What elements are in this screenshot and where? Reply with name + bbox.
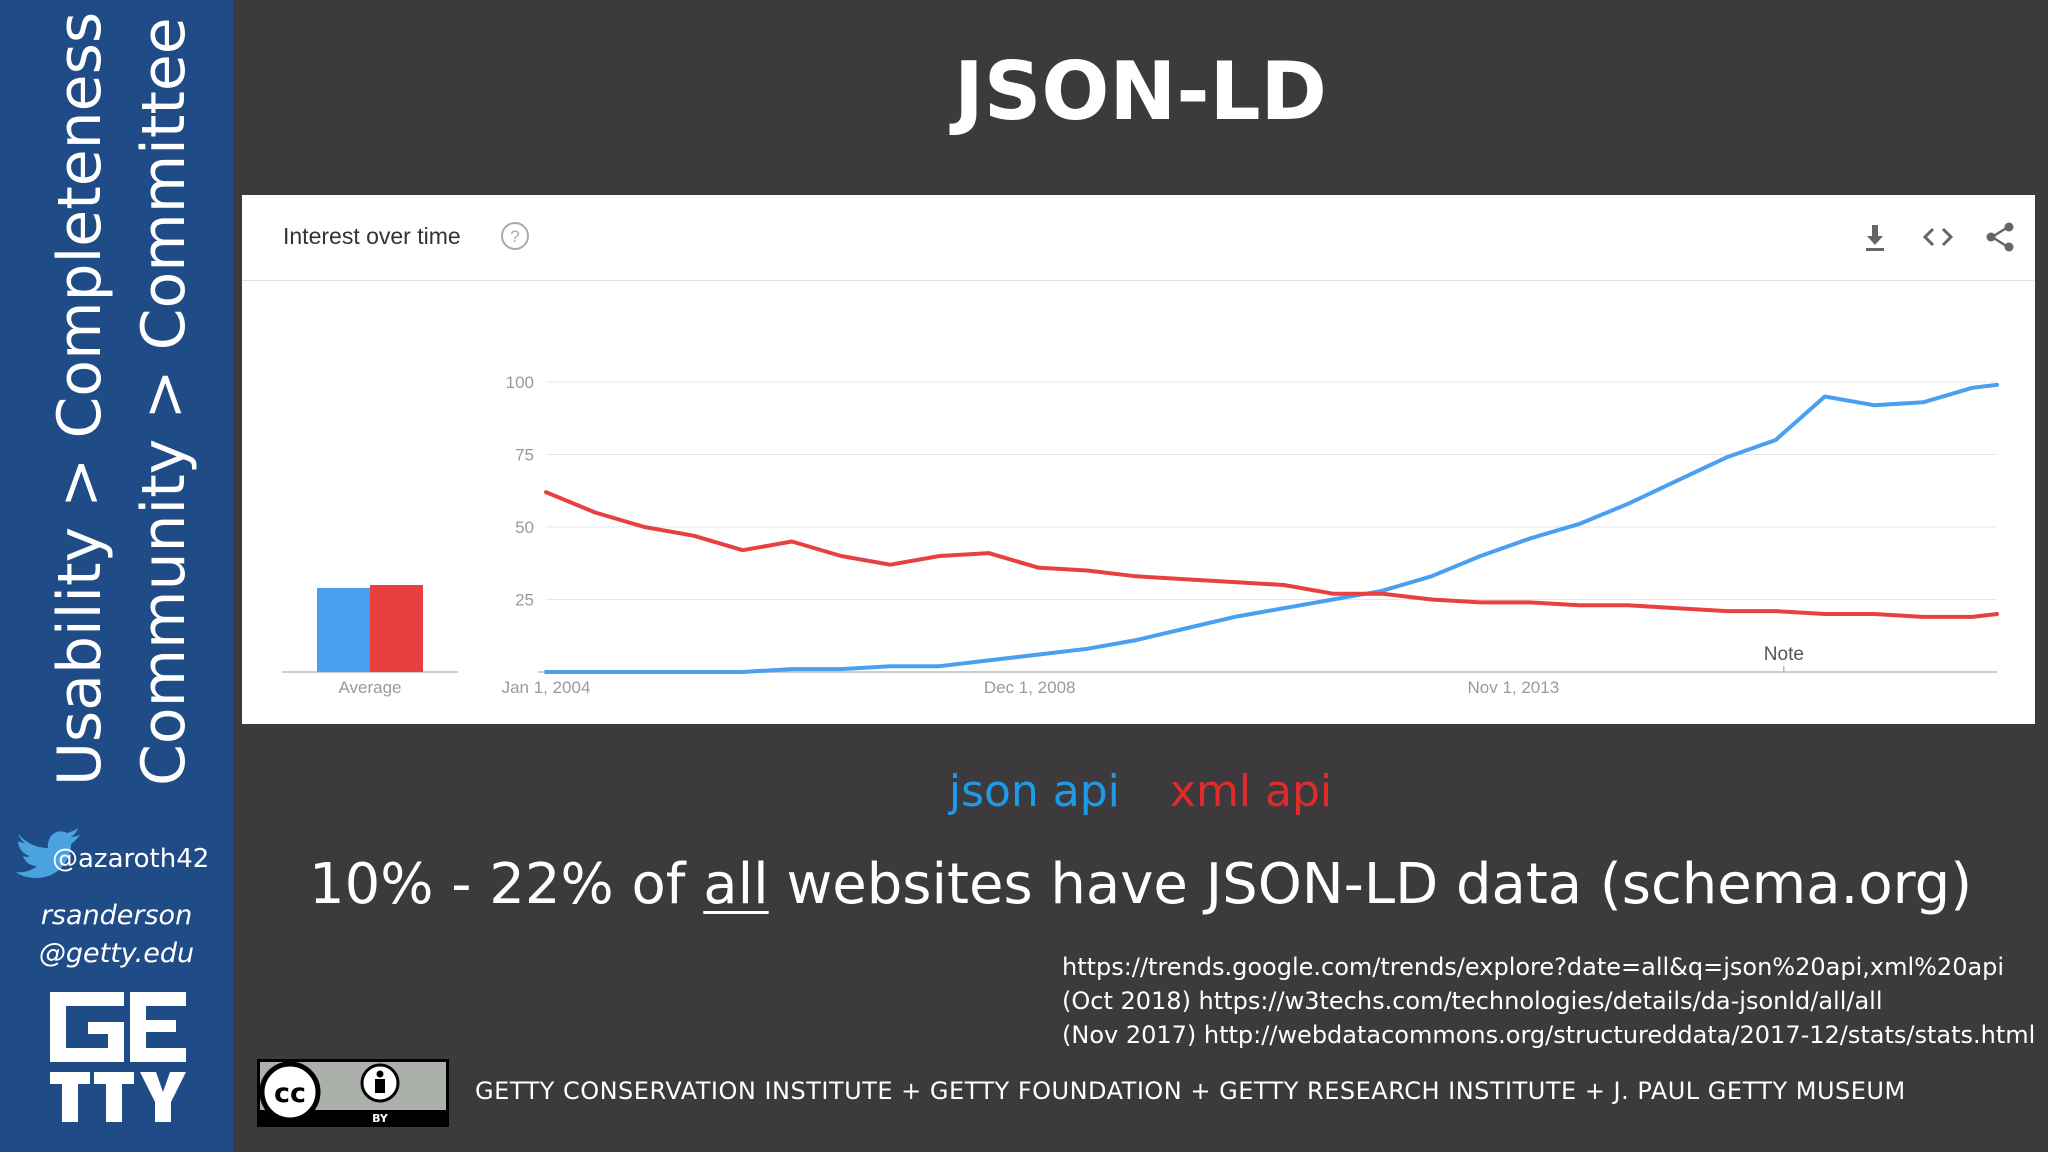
share-icon[interactable] <box>1982 219 2018 255</box>
x-tick-label: Jan 1, 2004 <box>502 678 591 697</box>
panel-title: Interest over time <box>283 223 461 249</box>
y-tick-label: 25 <box>515 591 534 610</box>
sidebar: Usability > Completeness Community > Com… <box>0 0 233 1152</box>
average-bar-xml-api <box>370 585 423 672</box>
note-annotation: Note <box>1764 644 1804 665</box>
cc-by-label: BY <box>372 1112 389 1125</box>
headline-post: websites have JSON-LD data (schema.org) <box>768 852 1973 917</box>
email-line-2: @getty.edu <box>38 938 195 969</box>
interest-chart: 25 50 75 100 Jan 1, 2004 Dec 1, 2008 Nov 1, 20… <box>282 373 1999 697</box>
help-icon[interactable]: ? <box>500 221 530 251</box>
series-line-json-api <box>544 382 1999 674</box>
cc-by-badge-icon: cc BY <box>257 1059 449 1127</box>
headline: 10% - 22% of all websites have JSON-LD d… <box>233 857 2048 913</box>
average-bar-json-api <box>317 587 370 672</box>
series-line-xml-api <box>544 490 1999 619</box>
source-link-trends[interactable]: https://trends.google.com/trends/explore… <box>1062 953 2005 981</box>
footer-institutions: GETTY CONSERVATION INSTITUTE + GETTY FOU… <box>475 1077 1906 1105</box>
x-tick-label: Nov 1, 2013 <box>1467 678 1559 697</box>
svg-text:cc: cc <box>274 1078 306 1109</box>
y-tick-label: 75 <box>515 446 534 465</box>
x-tick-label: Dec 1, 2008 <box>984 678 1076 697</box>
source-link-webdatacommons[interactable]: (Nov 2017) http://webdatacommons.org/str… <box>1062 1021 2036 1049</box>
legend-xml-api: xml api <box>1169 766 1333 817</box>
sidebar-motto-1: Usability > Completeness <box>45 11 115 786</box>
sidebar-motto-2: Community > Committee <box>129 17 199 786</box>
twitter-bird-icon <box>16 828 80 878</box>
embed-icon[interactable] <box>1920 219 1956 255</box>
twitter-row[interactable]: @azaroth42 <box>14 822 229 882</box>
twitter-handle: @azaroth42 <box>52 844 210 874</box>
panel-header: Interest over time ? <box>242 195 2035 281</box>
headline-underlined: all <box>703 852 769 917</box>
average-label: Average <box>338 678 401 697</box>
source-link-w3techs[interactable]: (Oct 2018) https://w3techs.com/technolog… <box>1062 987 1883 1015</box>
y-tick-label: 100 <box>506 373 534 392</box>
headline-pre: 10% - 22% of <box>308 852 704 917</box>
trends-panel: Interest over time ? 25 50 75 100 Jan 1, 200… <box>242 195 2035 724</box>
email-line-1: rsanderson <box>40 900 193 931</box>
download-icon[interactable] <box>1857 219 1893 255</box>
svg-text:?: ? <box>510 227 519 246</box>
y-tick-label: 50 <box>515 518 534 537</box>
getty-logo-icon <box>50 992 186 1122</box>
chart-legend: json api xml api <box>233 770 2048 814</box>
sources: https://trends.google.com/trends/explore… <box>1062 950 2035 1052</box>
legend-json-api: json api <box>948 766 1120 817</box>
slide-title: JSON-LD <box>954 45 1327 138</box>
